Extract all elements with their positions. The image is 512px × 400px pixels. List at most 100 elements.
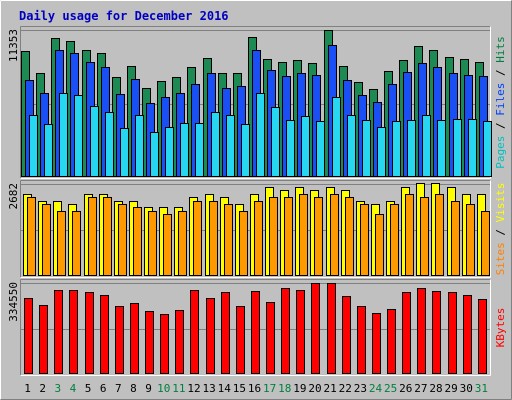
bar-top-pages-day-16 <box>256 93 265 177</box>
bar-top-pages-day-31 <box>483 121 492 177</box>
bar-top-pages-day-17 <box>271 107 280 177</box>
bar-middle-sites-day-5 <box>88 197 97 276</box>
series-axis-label-part-top-1: / <box>494 116 507 136</box>
bar-top-pages-day-25 <box>392 121 401 177</box>
bar-middle-sites-day-27 <box>420 197 429 276</box>
x-tick-label-day-3: 3 <box>55 382 62 395</box>
bar-top-pages-day-14 <box>226 115 235 177</box>
bar-bottom-kbytes-day-13 <box>206 298 215 374</box>
bar-middle-sites-day-2 <box>42 204 51 276</box>
x-tick-label-day-11: 11 <box>172 382 185 395</box>
bar-bottom-kbytes-day-27 <box>417 288 426 374</box>
bar-bottom-kbytes-day-14 <box>221 292 230 374</box>
x-tick-label-day-18: 18 <box>278 382 291 395</box>
bar-bottom-kbytes-day-25 <box>387 309 396 374</box>
bar-middle-sites-day-20 <box>314 197 323 276</box>
series-axis-label-part-top-2: Files <box>494 83 507 116</box>
bar-top-pages-day-7 <box>120 128 129 177</box>
bar-top-pages-day-4 <box>74 95 83 177</box>
bar-top-pages-day-5 <box>90 106 99 177</box>
series-axis-label-part-top-3: / <box>494 63 507 83</box>
series-axis-label-middle: Sites / Visits <box>494 183 507 276</box>
bar-middle-sites-day-30 <box>466 204 475 276</box>
bar-middle-sites-day-16 <box>254 201 263 276</box>
bar-bottom-kbytes-day-19 <box>296 290 305 374</box>
x-tick-label-day-26: 26 <box>399 382 412 395</box>
bar-middle-sites-day-9 <box>148 211 157 276</box>
x-tick-label-day-10: 10 <box>157 382 170 395</box>
bar-bottom-kbytes-day-9 <box>145 311 154 374</box>
bar-middle-sites-day-12 <box>193 201 202 276</box>
bar-top-pages-day-29 <box>453 119 462 177</box>
bar-middle-sites-day-28 <box>435 194 444 276</box>
bar-bottom-kbytes-day-16 <box>251 291 260 374</box>
x-tick-label-day-29: 29 <box>445 382 458 395</box>
x-tick-label-day-4: 4 <box>70 382 77 395</box>
bar-bottom-kbytes-day-4 <box>69 290 78 374</box>
bar-top-pages-day-19 <box>301 116 310 177</box>
bar-middle-sites-day-31 <box>481 211 490 276</box>
series-axis-label-part-middle-2: Visits <box>494 183 507 223</box>
bar-middle-sites-day-11 <box>178 211 187 276</box>
bar-top-pages-day-6 <box>105 112 114 177</box>
bar-middle-sites-day-17 <box>269 197 278 276</box>
series-axis-label-bottom: KBytes <box>494 308 507 348</box>
x-tick-label-day-15: 15 <box>233 382 246 395</box>
bar-bottom-kbytes-day-5 <box>85 292 94 374</box>
bar-top-pages-day-1 <box>29 115 38 177</box>
bar-top-pages-day-3 <box>59 93 68 177</box>
x-tick-label-day-27: 27 <box>414 382 427 395</box>
bar-bottom-kbytes-day-29 <box>448 292 457 374</box>
x-tick-label-day-28: 28 <box>429 382 442 395</box>
y-max-labels: 11353 2682 334550 <box>7 29 20 322</box>
bar-top-pages-day-18 <box>286 120 295 177</box>
bar-bottom-kbytes-day-3 <box>54 290 63 374</box>
x-tick-label-day-1: 1 <box>24 382 31 395</box>
bar-top-pages-day-9 <box>150 132 159 177</box>
x-tick-label-day-14: 14 <box>218 382 232 395</box>
bar-top-pages-day-15 <box>241 124 250 177</box>
ymax-label-bottom: 334550 <box>7 282 20 322</box>
x-tick-label-day-19: 19 <box>293 382 306 395</box>
bar-bottom-kbytes-day-10 <box>160 314 169 374</box>
bar-middle-sites-day-25 <box>390 204 399 276</box>
bar-top-pages-day-20 <box>316 121 325 177</box>
bar-middle-sites-day-21 <box>330 194 339 276</box>
bars <box>21 30 492 374</box>
x-tick-label-day-6: 6 <box>100 382 107 395</box>
x-tick-label-day-22: 22 <box>339 382 352 395</box>
bar-middle-sites-day-19 <box>299 194 308 276</box>
ymax-label-top: 11353 <box>7 29 20 62</box>
x-tick-label-day-7: 7 <box>115 382 122 395</box>
bar-bottom-kbytes-day-15 <box>236 306 245 374</box>
bar-top-pages-day-11 <box>180 123 189 177</box>
bar-middle-sites-day-23 <box>360 204 369 276</box>
bar-bottom-kbytes-day-2 <box>39 305 48 374</box>
bar-middle-sites-day-14 <box>224 204 233 276</box>
bar-middle-sites-day-1 <box>27 197 36 276</box>
bar-middle-sites-day-8 <box>133 207 142 276</box>
x-tick-label-day-31: 31 <box>475 382 488 395</box>
x-tick-labels: 1 2 3 4 5 6 7 8 9 10 11 12 13 14 15 16 17 18 19 20 21 22 23 24 2… <box>24 382 488 395</box>
x-tick-label-day-2: 2 <box>39 382 46 395</box>
bar-middle-sites-day-26 <box>405 194 414 276</box>
bar-middle-sites-day-3 <box>57 211 66 276</box>
bar-middle-sites-day-22 <box>345 197 354 276</box>
bar-bottom-kbytes-day-7 <box>115 306 124 374</box>
series-axis-label-part-top-0: Pages <box>494 136 507 169</box>
x-tick-label-day-25: 25 <box>384 382 397 395</box>
bar-middle-sites-day-4 <box>72 211 81 276</box>
bar-middle-sites-day-18 <box>284 197 293 276</box>
bar-top-pages-day-21 <box>332 97 341 177</box>
bar-top-pages-day-23 <box>362 120 371 177</box>
bar-middle-sites-day-7 <box>118 204 127 276</box>
bar-top-pages-day-30 <box>468 119 477 177</box>
bar-top-pages-day-26 <box>407 120 416 177</box>
x-tick-label-day-17: 17 <box>263 382 276 395</box>
series-axis-labels: Pages / Files / Hits Sites / Visits KBytes <box>494 36 507 347</box>
bar-bottom-kbytes-day-11 <box>175 310 184 374</box>
bar-bottom-kbytes-day-30 <box>463 295 472 374</box>
bar-middle-sites-day-10 <box>163 214 172 276</box>
bar-top-pages-day-28 <box>437 120 446 177</box>
